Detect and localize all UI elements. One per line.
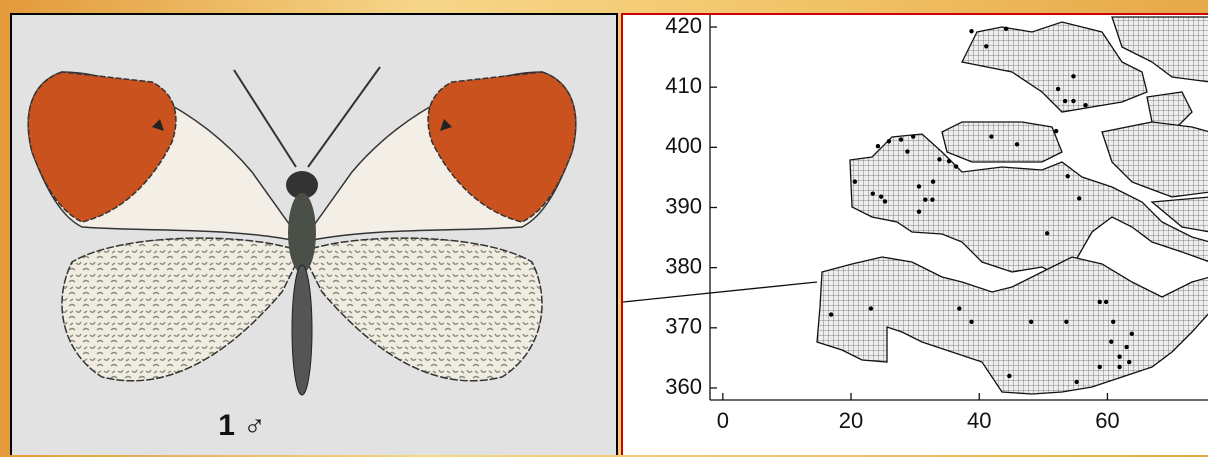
- record-point: [1074, 379, 1079, 385]
- land-area: [941, 121, 1063, 163]
- x-tick-label: 40: [967, 408, 991, 433]
- record-point: [930, 179, 936, 184]
- record-point: [1097, 299, 1102, 305]
- record-point: [969, 319, 974, 324]
- y-tick-label: 420: [665, 15, 702, 38]
- butterfly-illustration: 1 ♂: [27, 66, 577, 442]
- record-point: [905, 149, 910, 154]
- record-point: [1062, 98, 1068, 104]
- x-tick-label: 0: [717, 408, 729, 433]
- record-point: [1129, 331, 1134, 337]
- record-point: [878, 194, 884, 199]
- y-tick-label: 360: [665, 374, 702, 399]
- y-tick-label: 370: [665, 314, 702, 339]
- record-point: [1003, 26, 1009, 32]
- distribution-map: 360 370 380 390 400 410 420 0 20 40 60: [623, 15, 1208, 433]
- record-point: [1117, 354, 1122, 359]
- record-point: [916, 184, 922, 189]
- right-wings: [300, 71, 577, 382]
- land-area: [816, 256, 1208, 395]
- record-point: [937, 157, 942, 162]
- record-point: [984, 44, 989, 49]
- y-tick-label: 380: [665, 253, 702, 278]
- record-point: [886, 139, 892, 144]
- record-point: [916, 209, 922, 214]
- body: [233, 66, 381, 396]
- record-point: [1117, 364, 1122, 370]
- x-tick-label: 20: [839, 408, 863, 433]
- record-point: [953, 164, 959, 169]
- record-point: [828, 312, 834, 317]
- record-point: [911, 134, 916, 139]
- border-line: [623, 281, 818, 303]
- record-point: [852, 179, 858, 184]
- x-tick-label: 60: [1095, 408, 1119, 433]
- record-point: [1097, 364, 1102, 370]
- record-point: [1028, 319, 1034, 324]
- record-point: [1103, 299, 1109, 305]
- record-point: [1065, 174, 1070, 179]
- record-point: [1111, 319, 1116, 324]
- record-point: [1127, 359, 1132, 365]
- record-point: [969, 29, 974, 34]
- record-point: [870, 191, 876, 196]
- record-point: [1071, 74, 1076, 79]
- butterfly-panel: 1 ♂: [10, 13, 618, 455]
- record-point: [882, 199, 888, 204]
- record-point: [1124, 344, 1129, 350]
- record-point: [868, 306, 874, 311]
- specimen-label: 1 ♂: [218, 409, 266, 442]
- record-point: [923, 197, 928, 202]
- land-area: [1111, 16, 1208, 83]
- record-point: [1064, 319, 1069, 324]
- land-area: [1146, 91, 1193, 128]
- map-panel: 360 370 380 390 400 410 420 0 20 40 60: [621, 13, 1208, 455]
- record-point: [1083, 103, 1088, 108]
- land-area: [1101, 121, 1208, 198]
- record-point: [1053, 128, 1059, 134]
- record-point: [1077, 196, 1082, 201]
- record-point: [930, 197, 935, 202]
- left-wings: [27, 71, 304, 382]
- y-tick-label: 410: [665, 73, 702, 98]
- y-tick-label: 390: [665, 193, 702, 218]
- record-point: [875, 143, 881, 149]
- record-point: [1007, 373, 1012, 379]
- record-point: [957, 306, 962, 311]
- land-area: [849, 133, 1208, 273]
- record-point: [989, 134, 994, 139]
- land-area: [1150, 196, 1208, 233]
- record-point: [898, 137, 904, 142]
- record-point: [1044, 231, 1050, 236]
- record-point: [1055, 86, 1061, 92]
- y-tick-label: 400: [665, 133, 702, 158]
- land-area: [961, 21, 1148, 113]
- record-point: [1014, 142, 1020, 147]
- record-point: [1071, 98, 1076, 104]
- record-point: [1109, 339, 1114, 344]
- record-point: [946, 158, 952, 164]
